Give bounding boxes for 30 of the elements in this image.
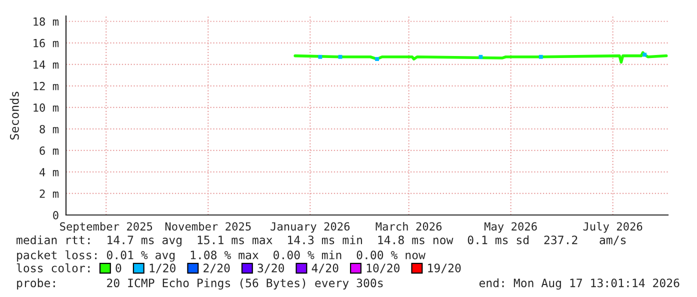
legend-title: loss color:	[16, 263, 90, 272]
text: median rtt: 14.7 ms avg 15.1 ms max 14.3 ms min 14.8 ms now 0.1 ms sd 237.2 am/s	[16, 235, 626, 247]
line-series	[294, 51, 668, 64]
y-tick-label: 16 m	[34, 38, 59, 48]
text: packet loss: 0.01 % avg 1.08 % max 0.00 % min 0.00 % now	[17, 250, 426, 262]
legend-label: 10/20	[366, 264, 400, 274]
x-tick-label: January 2026	[270, 222, 350, 233]
y-axis-title: Seconds	[10, 92, 19, 140]
legend-label: 2/20	[204, 264, 230, 274]
y-tick-label: 2 m	[40, 189, 59, 198]
legend-label: 4/20	[312, 264, 338, 274]
y-tick-label: 8 m	[40, 124, 59, 134]
y-tick-label: 18 m	[34, 17, 59, 26]
legend-label: 3/20	[258, 264, 284, 274]
y-tick-label: 14 m	[34, 60, 59, 69]
x-tick-label: September 2025	[60, 222, 152, 233]
y-tick-label: 12 m	[34, 82, 59, 90]
x-tick-label: May 2026	[484, 222, 537, 233]
y-tick-label: 6 m	[40, 146, 59, 155]
x-tick-label: November 2025	[165, 222, 251, 231]
y-tick-label: 10 m	[34, 103, 59, 112]
legend-label: 1/20	[150, 264, 176, 274]
legend-label: 0	[116, 264, 122, 272]
text: probe: 20 ICMP Echo Pings (56 Bytes) every 300s	[17, 278, 383, 290]
text: end: Mon Aug 17 13:01:14 2026	[479, 278, 680, 290]
x-tick-label: July 2026	[583, 222, 642, 233]
x-tick-label: March 2026	[376, 222, 442, 231]
legend-label: 19/20	[428, 264, 461, 274]
y-tick-label: 4 m	[40, 168, 59, 176]
y-tick-label: 0	[53, 211, 58, 220]
